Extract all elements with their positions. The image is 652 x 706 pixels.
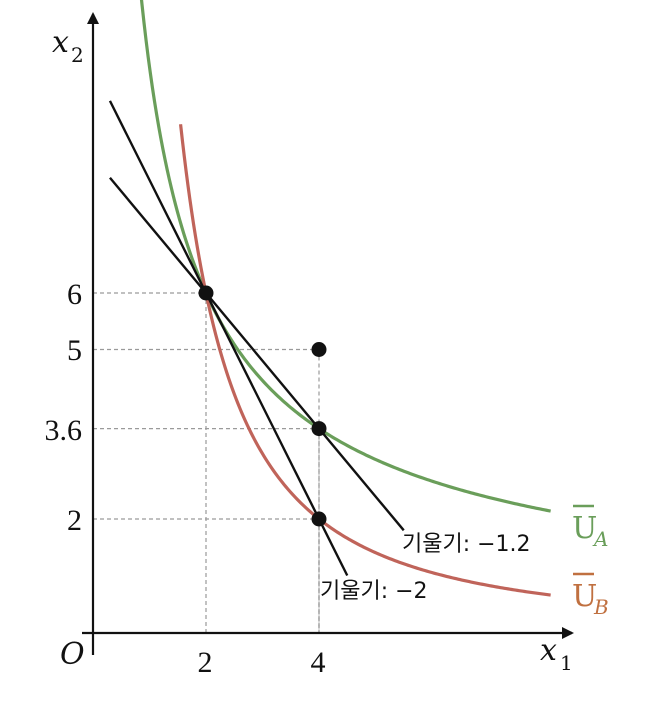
point-2 [311,421,327,437]
curve-ua [139,0,551,513]
x-axis-label: x 1 [540,633,573,675]
x-tick-2: 2 [198,646,213,679]
y-axis-sub: 2 [71,43,84,67]
point-1 [311,342,327,357]
point-0 [198,285,214,301]
curve-label-ua: U A [572,504,608,551]
y-axis-var: x [52,25,69,60]
y-tick-labels: 6 5 3.6 2 [45,278,83,537]
line-slope-2 [108,100,349,577]
y-tick-6: 6 [67,278,82,311]
dashed-guides [93,292,320,633]
ub-sub: B [593,595,609,619]
y-tick-5: 5 [67,334,82,367]
y-tick-3-6: 3.6 [45,414,83,447]
slope-label-2: 기울기: −2 [320,579,428,604]
line-slope-1-2 [109,176,405,532]
origin-label: O [60,637,85,672]
indifference-curves [139,0,551,597]
curve-ub [178,124,551,597]
ua-sub: A [592,527,608,551]
budget-lines [108,100,405,577]
x-axis-var: x [540,633,557,668]
x-tick-4: 4 [311,646,326,679]
y-axis-label: x 2 [52,25,84,67]
ub-base: U [572,579,597,614]
y-tick-2: 2 [67,504,82,537]
points [198,285,327,527]
x-tick-labels: 2 4 [198,646,326,679]
point-3 [311,511,327,527]
slope-label-1-2: 기울기: −1.2 [402,532,531,557]
curve-label-ub: U B [572,572,609,619]
x-axis-sub: 1 [560,651,573,675]
ua-base: U [572,511,597,546]
